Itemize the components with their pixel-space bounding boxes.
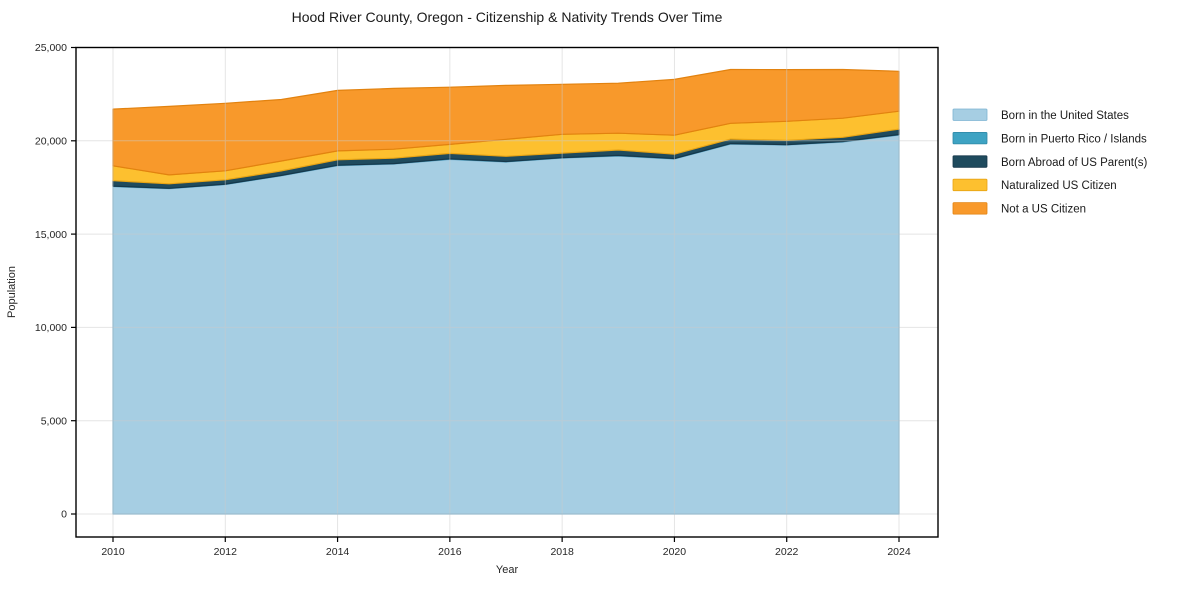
legend-item-naturalized: Naturalized US Citizen <box>952 178 1117 192</box>
y-axis-label: Population <box>6 266 18 318</box>
y-tick-label: 0 <box>61 509 67 521</box>
y-tick-label: 20,000 <box>35 136 67 148</box>
legend-label-born-abroad: Born Abroad of US Parent(s) <box>1001 157 1148 169</box>
legend-label-born-in-us: Born in the United States <box>1001 110 1129 122</box>
x-tick-label: 2012 <box>214 546 238 558</box>
legend: Born in the United States Born in Puerto … <box>952 108 1148 216</box>
legend-label-naturalized: Naturalized US Citizen <box>1001 180 1117 192</box>
y-tick-label: 5,000 <box>41 415 67 427</box>
legend-swatch-born-in-us <box>952 108 988 121</box>
legend-swatch-naturalized <box>952 178 988 192</box>
legend-item-born-pr-islands: Born in Puerto Rico / Islands <box>952 131 1147 145</box>
legend-swatch-born-pr-islands <box>952 131 988 145</box>
chart-title: Hood River County, Oregon - Citizenship … <box>292 9 723 25</box>
x-tick-label: 2024 <box>887 546 911 558</box>
axis-tick-labels: 0 5,000 10,000 15,000 20,000 25,000 2010 2012 20… <box>35 42 911 558</box>
x-tick-label: 2016 <box>438 546 462 558</box>
legend-item-born-in-us: Born in the United States <box>952 108 1129 122</box>
x-axis-label: Year <box>496 564 519 576</box>
area-born-in-us <box>112 134 900 515</box>
y-tick-label: 10,000 <box>35 322 67 334</box>
x-tick-label: 2010 <box>101 546 125 558</box>
x-tick-label: 2014 <box>326 546 350 558</box>
legend-swatch-born-abroad <box>952 155 988 168</box>
legend-label-born-pr-islands: Born in Puerto Rico / Islands <box>1001 133 1147 145</box>
stacked-areas <box>112 68 900 515</box>
plot-border <box>75 46 939 538</box>
x-tick-label: 2018 <box>550 546 574 558</box>
legend-label-not-citizen: Not a US Citizen <box>1001 204 1086 216</box>
x-tick-label: 2022 <box>775 546 799 558</box>
axis-ticks <box>71 46 900 542</box>
y-tick-label: 15,000 <box>35 229 67 241</box>
legend-item-not-citizen: Not a US Citizen <box>952 202 1086 216</box>
x-tick-label: 2020 <box>663 546 687 558</box>
legend-swatch-not-citizen <box>952 202 988 215</box>
y-tick-label: 25,000 <box>35 42 67 54</box>
legend-item-born-abroad: Born Abroad of US Parent(s) <box>952 155 1148 169</box>
